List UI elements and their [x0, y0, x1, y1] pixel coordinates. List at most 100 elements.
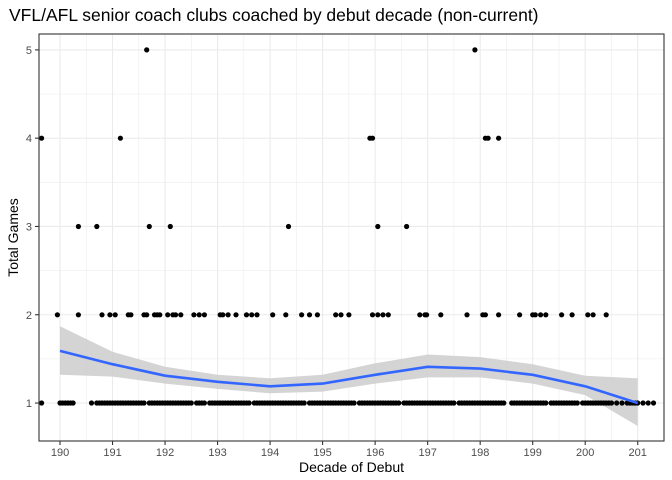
x-tick-label: 192 [156, 447, 174, 459]
data-point [385, 312, 391, 318]
data-point [338, 312, 344, 318]
data-point [438, 312, 444, 318]
data-point [128, 312, 134, 318]
x-tick-label: 193 [208, 447, 226, 459]
data-point [496, 135, 502, 141]
data-point [501, 400, 507, 406]
data-point [496, 312, 502, 318]
data-point [369, 135, 376, 141]
data-point [346, 312, 352, 318]
data-point [144, 47, 150, 53]
x-tick-label: 196 [366, 447, 384, 459]
data-point [306, 312, 313, 318]
data-point [482, 312, 488, 318]
data-point [88, 400, 95, 406]
data-point [225, 312, 231, 318]
data-point [254, 312, 260, 318]
x-tick-label: 190 [51, 447, 69, 459]
data-point [299, 312, 305, 318]
data-point [590, 312, 596, 318]
data-point [249, 312, 255, 318]
data-point [614, 400, 620, 406]
data-point [314, 312, 320, 318]
data-point [112, 312, 118, 318]
data-point [559, 312, 565, 318]
x-tick-label: 195 [313, 447, 331, 459]
data-point [301, 400, 307, 406]
data-point [157, 312, 163, 318]
data-point [196, 312, 202, 318]
data-point [369, 312, 376, 318]
data-point [70, 400, 76, 406]
data-point [375, 312, 381, 318]
data-point [396, 400, 402, 406]
data-point [532, 312, 538, 318]
data-point [603, 312, 609, 318]
data-point [424, 312, 430, 318]
x-tick-label: 199 [524, 447, 542, 459]
data-point [201, 400, 207, 406]
y-tick-label: 3 [26, 221, 32, 233]
y-tick-label: 2 [26, 310, 32, 322]
data-point [574, 400, 580, 406]
data-point [178, 312, 184, 318]
data-point [517, 312, 523, 318]
data-point [380, 312, 386, 318]
data-point [451, 400, 457, 406]
data-point [640, 400, 646, 406]
data-point [54, 312, 61, 318]
axes: 190 191 192 193 194 195 196 197 198 199 200 201 1 2 3 4… [26, 45, 647, 459]
data-point [39, 135, 45, 141]
data-point [173, 312, 179, 318]
data-point [144, 312, 150, 318]
data-point [270, 312, 276, 318]
data-point [404, 223, 410, 230]
data-point [375, 223, 381, 230]
data-point [485, 135, 491, 141]
x-tick-label: 198 [471, 447, 489, 459]
data-point [619, 400, 625, 406]
data-point [464, 312, 470, 318]
data-point [39, 400, 45, 406]
data-point [146, 223, 152, 230]
data-points [39, 47, 657, 406]
data-point [220, 312, 226, 318]
data-point [243, 312, 250, 318]
data-point [472, 47, 478, 53]
data-point [351, 400, 357, 406]
data-point [233, 312, 239, 318]
smooth-line [59, 349, 639, 405]
y-tick-label: 5 [26, 45, 32, 57]
data-point [75, 223, 81, 230]
data-point [94, 223, 100, 230]
data-point [117, 135, 123, 141]
data-point [283, 312, 289, 318]
data-point [538, 312, 544, 318]
x-tick-label: 194 [261, 447, 279, 459]
confidence-band-area [60, 326, 638, 426]
x-tick-label: 200 [576, 447, 594, 459]
data-point [201, 312, 207, 318]
data-point [191, 312, 197, 318]
x-axis-title: Decade of Debut [299, 459, 404, 475]
data-point [167, 223, 173, 230]
data-point [246, 400, 252, 406]
data-point [417, 312, 423, 318]
y-tick-label: 4 [26, 133, 32, 145]
panel-border [38, 33, 665, 442]
data-point [645, 400, 651, 406]
x-tick-label: 197 [418, 447, 436, 459]
panel-border-rect [38, 33, 665, 442]
data-point [585, 312, 591, 318]
smooth-trend-line [59, 349, 639, 405]
data-point [75, 312, 81, 318]
data-point [285, 223, 292, 230]
confidence-band [60, 326, 638, 426]
data-point [188, 400, 194, 406]
data-point [650, 400, 657, 406]
y-tick-label: 1 [26, 398, 32, 410]
data-point [543, 312, 549, 318]
data-point [99, 312, 105, 318]
data-point [569, 312, 575, 318]
